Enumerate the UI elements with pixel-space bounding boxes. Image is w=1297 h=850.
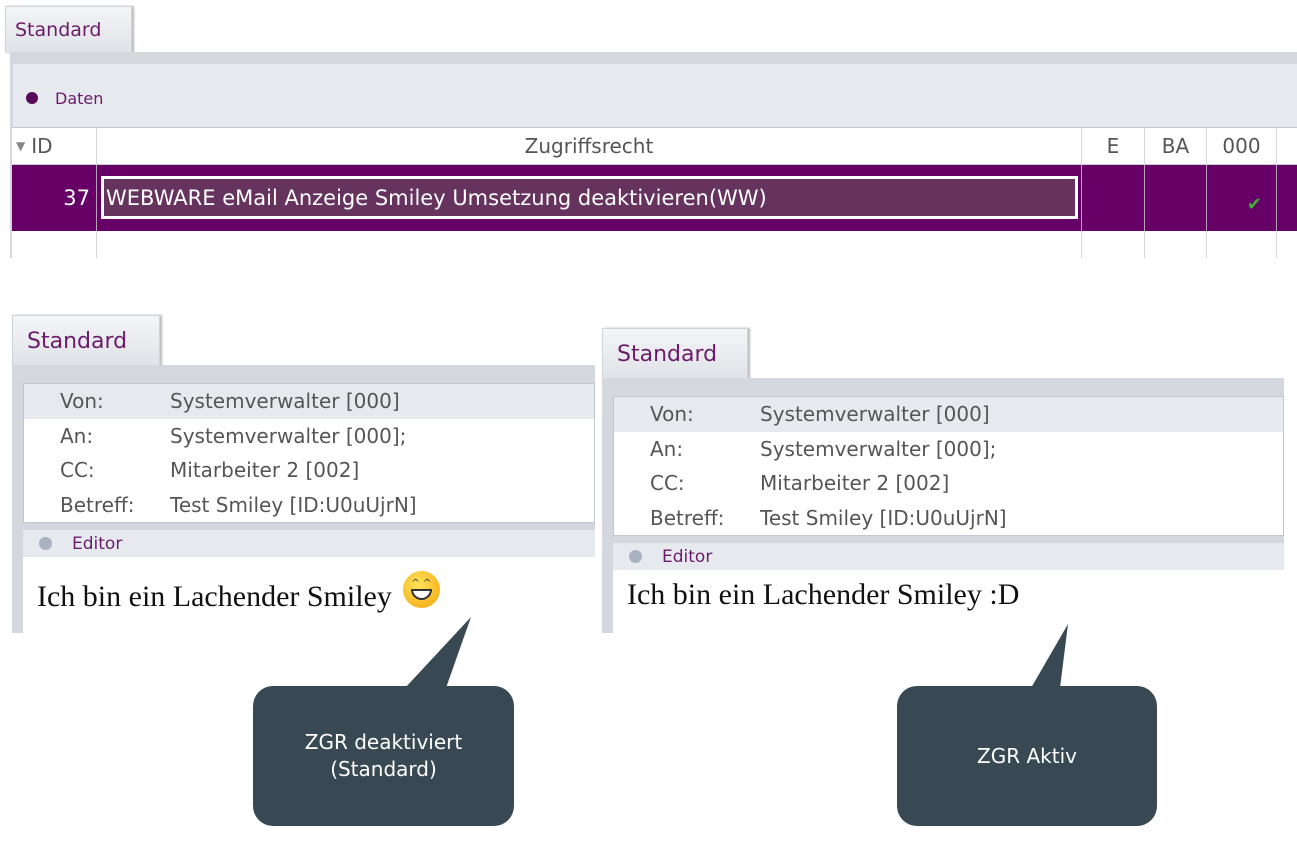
cell-right: WEBWARE eMail Anzeige Smiley Umsetzung d… [96, 165, 1081, 231]
editor-header: Editor [23, 530, 595, 557]
field-an: An: Systemverwalter [000]; [60, 423, 407, 448]
field-cc: CC: Mitarbeiter 2 [002] [60, 458, 360, 483]
table-row-selected[interactable]: 37 WEBWARE eMail Anzeige Smiley Umsetzun… [12, 165, 1297, 231]
col-id[interactable]: ▼ ID [16, 134, 53, 158]
tab-standard[interactable]: Standard [5, 6, 132, 53]
editor-body[interactable]: Ich bin ein Lachender Smiley ^ ^ [23, 557, 595, 633]
cell-e[interactable] [1081, 165, 1144, 231]
mail-panel-right: Von: Systemverwalter [000] An: Systemverwa… [602, 378, 1284, 633]
sort-desc-icon: ▼ [16, 139, 26, 153]
field-betreff: Betreff: Test Smiley [ID:U0uUjrN] [60, 492, 417, 517]
callout-pointer-right [1031, 624, 1068, 688]
right-edit-input[interactable]: WEBWARE eMail Anzeige Smiley Umsetzung d… [101, 176, 1078, 219]
cell-id: 37 [63, 186, 90, 210]
col-zugriffsrecht[interactable]: Zugriffsrecht [96, 128, 1081, 164]
section-header: Daten [13, 64, 1297, 128]
field-cc: CC: Mitarbeiter 2 [002] [650, 471, 950, 496]
tab-standard-right[interactable]: Standard [602, 328, 748, 379]
bullet-icon [39, 537, 52, 550]
col-extra [1276, 128, 1297, 164]
callout-left: ZGR deaktiviert (Standard) [253, 686, 514, 826]
tab-standard-left[interactable]: Standard [12, 315, 160, 366]
mail-panel-left: Von: Systemverwalter [000] An: Systemverwa… [12, 365, 595, 633]
field-an: An: Systemverwalter [000]; [650, 436, 997, 461]
laughing-smiley-icon: ^ ^ [403, 571, 441, 608]
bullet-icon [629, 550, 642, 563]
callout-right: ZGR Aktiv [897, 686, 1157, 826]
field-von: Von: Systemverwalter [000] [614, 397, 1283, 432]
col-000[interactable]: 000 [1206, 128, 1276, 164]
mail-header-fields: Von: Systemverwalter [000] An: Systemverwa… [23, 383, 595, 523]
check-icon[interactable]: ✔ [1206, 165, 1276, 231]
cell-ba[interactable] [1144, 165, 1206, 231]
editor-body[interactable]: Ich bin ein Lachender Smiley :D [613, 570, 1284, 633]
bullet-icon [26, 92, 38, 104]
rights-panel: Daten ▼ ID Zugriffsrecht E BA 000 37 WEBW… [10, 52, 1297, 258]
field-betreff: Betreff: Test Smiley [ID:U0uUjrN] [650, 505, 1007, 530]
callout-pointer-left [405, 617, 471, 688]
col-ba[interactable]: BA [1144, 128, 1206, 164]
grid-header: ▼ ID Zugriffsrecht E BA 000 [12, 128, 1297, 165]
field-von: Von: Systemverwalter [000] [24, 384, 594, 419]
mail-header-fields: Von: Systemverwalter [000] An: Systemverwa… [613, 396, 1284, 536]
section-title: Daten [55, 89, 104, 108]
editor-header: Editor [613, 543, 1284, 570]
table-row-empty [12, 231, 1297, 258]
col-e[interactable]: E [1081, 128, 1144, 164]
cell-extra [1276, 165, 1297, 231]
